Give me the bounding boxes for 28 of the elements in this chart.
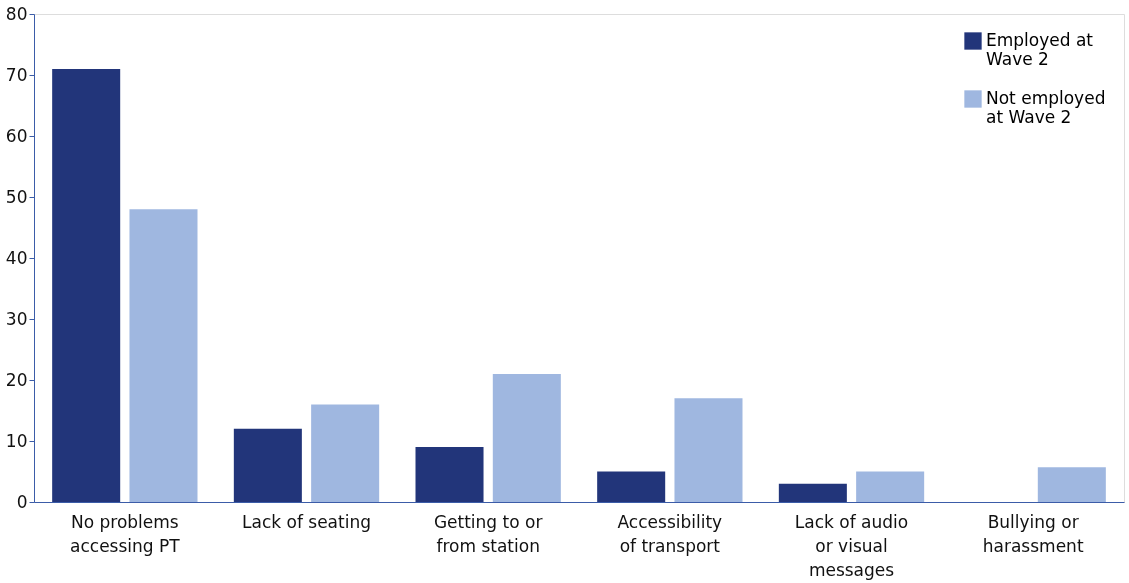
- x-tick-label: No problems accessing PT: [70, 511, 181, 556]
- x-tick-label: Lack of audio or visual messages: [794, 511, 909, 580]
- y-tick-label: 0: [16, 491, 28, 512]
- y-tick-label: 70: [5, 64, 28, 85]
- bar: [233, 428, 302, 502]
- bar: [415, 447, 484, 502]
- y-tick-label: 40: [5, 247, 28, 268]
- y-tick-label: 10: [5, 430, 28, 451]
- x-tick-label: Bullying or harassment: [982, 511, 1084, 556]
- y-tick-label: 50: [5, 186, 28, 207]
- legend-label: Not employed at Wave 2: [986, 88, 1106, 127]
- bar: [129, 209, 198, 502]
- bar: [52, 68, 121, 502]
- y-tick-label: 30: [5, 308, 28, 329]
- bar: [311, 404, 380, 502]
- bar: [856, 471, 925, 502]
- legend-label: Employed at Wave 2: [986, 30, 1094, 69]
- y-tick-label: 20: [5, 369, 28, 390]
- bar: [597, 471, 666, 502]
- y-tick-label: 80: [5, 3, 28, 24]
- bar: [674, 398, 743, 502]
- x-tick-label: Lack of seating: [242, 511, 371, 532]
- bar: [492, 373, 561, 502]
- bar: [778, 483, 847, 502]
- x-tick-label: Getting to or from station: [433, 511, 543, 556]
- y-tick-label: 60: [5, 125, 28, 146]
- bar: [1037, 467, 1106, 502]
- x-tick-label: Accessibility of transport: [617, 511, 723, 556]
